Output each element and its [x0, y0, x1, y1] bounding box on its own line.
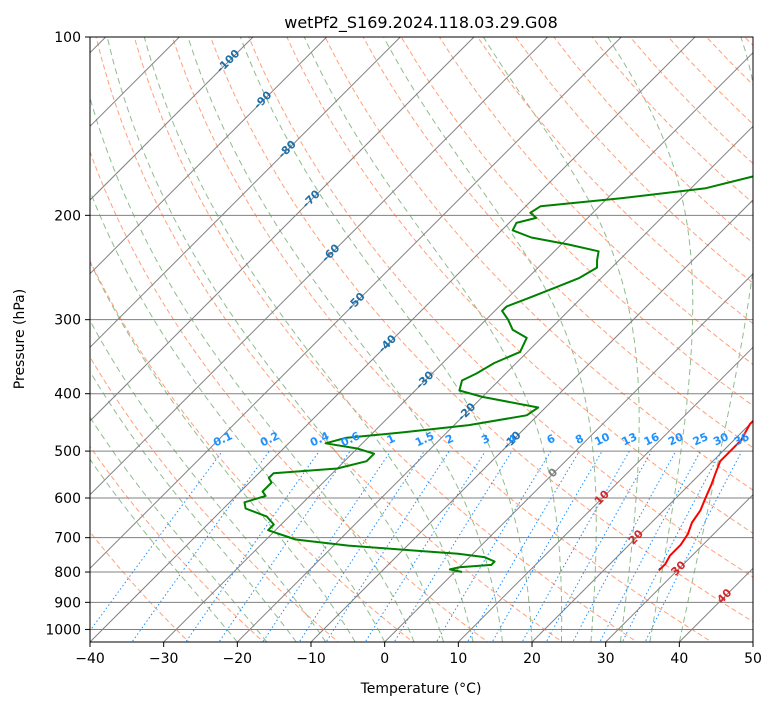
moist-adiabat-line: [90, 416, 268, 642]
x-tick-label: 20: [523, 651, 541, 667]
isotherm-grid: [90, 37, 753, 642]
x-axis-title: Temperature (°C): [360, 681, 482, 697]
x-tick-label: 30: [597, 651, 615, 667]
isotherm-line: [90, 37, 254, 201]
moist-adiabat-line: [383, 37, 597, 642]
mixing-ratio-line: [90, 450, 223, 632]
temperature-profile: [658, 419, 753, 572]
isotherm-line: [162, 51, 753, 642]
mixing-ratio-label: 20: [666, 430, 686, 448]
dry-adiabat-line: [362, 37, 753, 449]
isotherm-line: [90, 37, 402, 349]
plot-frame: [89, 36, 754, 643]
y-tick-label: 900: [54, 595, 81, 611]
moist-adiabat-line: [303, 37, 563, 642]
moist-adiabat-line: [90, 319, 327, 642]
dry-adiabat-line: [438, 37, 753, 366]
moist-adiabat-line: [239, 37, 533, 642]
pressure-grid: [90, 37, 753, 630]
isotherm-line: [531, 420, 753, 642]
isotherm-line: [90, 37, 181, 128]
mixing-ratio-label: 25: [691, 430, 710, 448]
moist-adiabat-line: [143, 37, 474, 642]
isotherm-line: [310, 199, 753, 642]
x-tick-label: 10: [449, 651, 467, 667]
mixing-ratio-line: [599, 450, 701, 642]
moist-adiabat-line: [678, 37, 753, 642]
mixing-ratio-label: 10: [593, 430, 613, 448]
mixing-ratio-line: [393, 450, 513, 642]
mixing-ratio-line: [572, 450, 677, 642]
y-tick-label: 400: [54, 387, 81, 403]
dry-adiabat-line: [90, 445, 265, 642]
x-tick-label: −30: [149, 651, 179, 667]
y-tick-label: 500: [54, 444, 81, 460]
y-axis-title: Pressure (hPa): [12, 289, 28, 389]
y-tick-label: 300: [54, 313, 81, 329]
mixing-ratio-line: [621, 450, 722, 642]
y-axis: 100 200 300 400 500 600 700 800 900 1000: [45, 30, 90, 638]
mixing-ratio-line: [218, 450, 351, 642]
plot-area: -100-90-80-70-60-50-40-30-20-100 1020304…: [90, 37, 753, 642]
moist-adiabat-line: [106, 37, 445, 642]
isotherm-line: [457, 346, 753, 642]
moist-adiabat-line: [482, 37, 640, 642]
series-layer: [243, 175, 753, 573]
y-tick-label: 1000: [45, 622, 81, 638]
x-tick-label: 40: [670, 651, 688, 667]
mixing-ratio-label: 30: [711, 430, 731, 448]
isotherm-line: [90, 37, 623, 570]
moist-adiabat-line: [187, 37, 503, 642]
isotherm-line: [604, 493, 753, 642]
mixing-ratio-line: [185, 450, 320, 642]
moist-adiabat-line: [90, 96, 415, 642]
dry-adiabat-line: [90, 356, 339, 642]
mixing-ratio-label: 36: [732, 430, 752, 448]
dry-adiabat-line: [95, 37, 564, 642]
x-tick-label: 50: [744, 651, 762, 667]
mixing-ratio-line: [466, 450, 580, 642]
moist-adiabat-line: [90, 260, 356, 642]
isotherm-line: [90, 37, 475, 422]
mixing-ratio-line: [298, 450, 425, 642]
moist-adiabat-line: [90, 370, 297, 642]
moist-adiabat-line: [90, 458, 238, 642]
dry-adiabat-line: [324, 37, 753, 491]
x-axis: −40 −30 −20 −10 0 10 20 30 40 50: [75, 642, 762, 667]
isotherm-line: [383, 272, 753, 642]
mixing-ratio-line: [131, 450, 270, 642]
mixing-ratio-line: [325, 450, 450, 642]
y-tick-label: 800: [54, 565, 81, 581]
x-tick-label: −40: [75, 651, 105, 667]
y-tick-label: 100: [54, 30, 81, 46]
moist-adiabat-line: [90, 189, 386, 642]
dewpoint-profile: [243, 175, 753, 573]
x-tick-label: −10: [296, 651, 326, 667]
y-tick-label: 700: [54, 531, 81, 547]
mixing-ratio-line: [262, 450, 392, 642]
isotherm-line: [90, 37, 328, 275]
dry-adiabat-line: [286, 37, 753, 534]
y-tick-label: 600: [54, 491, 81, 507]
moist-adiabat-line: [607, 37, 694, 642]
dry-adiabat-line: [477, 37, 753, 325]
isotherm-line: [90, 37, 549, 496]
y-tick-label: 200: [54, 208, 81, 224]
x-tick-label: 0: [380, 651, 389, 667]
moist-adiabats: [90, 37, 753, 642]
x-tick-label: −20: [223, 651, 253, 667]
isotherm-line: [90, 37, 696, 642]
isotherm-line: [236, 125, 753, 642]
dry-adiabat-line: [90, 150, 489, 642]
mixing-ratio-label: 16: [642, 430, 662, 448]
mixing-ratio-label: 13: [620, 430, 639, 448]
chart-title: wetPf2_S169.2024.118.03.29.G08: [284, 13, 558, 33]
